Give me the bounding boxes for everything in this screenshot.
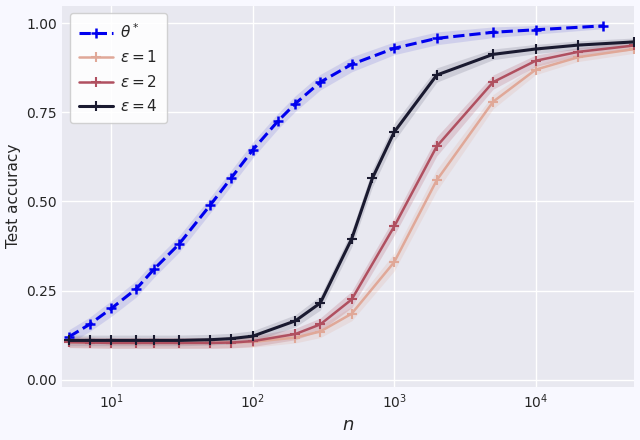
$\theta^*$ [86,322,93,327]
$\varepsilon = 4$ [316,301,324,306]
Line: $\theta^*$: $\theta^*$ [64,21,608,342]
$\varepsilon = 1$ [433,177,440,183]
$\varepsilon = 1$ [132,340,140,345]
$\theta^*$ [532,27,540,33]
$\varepsilon = 1$ [532,67,540,72]
$\theta^*$ [132,286,140,291]
Line: $\varepsilon = 1$: $\varepsilon = 1$ [64,44,639,348]
$\varepsilon = 4$ [630,39,638,44]
$\varepsilon = 2$ [132,340,140,345]
$\varepsilon = 4$ [175,338,183,343]
$\theta^*$ [274,119,282,124]
$\varepsilon = 4$ [390,129,398,135]
$\theta^*$ [150,267,158,272]
$\varepsilon = 4$ [108,338,115,343]
$\varepsilon = 2$ [574,49,582,55]
$\varepsilon = 2$ [390,224,398,229]
$\theta^*$ [249,147,257,153]
$\theta^*$ [599,23,607,29]
$\varepsilon = 1$ [65,340,73,345]
$\varepsilon = 2$ [86,340,93,345]
$\varepsilon = 2$ [65,340,73,345]
$\theta^*$ [65,334,73,340]
$\varepsilon = 1$ [150,340,158,345]
$\varepsilon = 2$ [348,297,355,302]
$\varepsilon = 4$ [532,46,540,51]
$\varepsilon = 4$ [65,338,73,343]
$\theta^*$ [207,202,214,208]
Legend: $\theta^*$, $\varepsilon = 1$, $\varepsilon = 2$, $\varepsilon = 4$: $\theta^*$, $\varepsilon = 1$, $\varepsi… [70,13,168,124]
$\varepsilon = 2$ [630,43,638,48]
$\varepsilon = 4$ [207,337,214,342]
$\varepsilon = 1$ [489,99,497,104]
$\varepsilon = 4$ [348,236,355,242]
$\varepsilon = 4$ [86,338,93,343]
$\varepsilon = 1$ [316,329,324,334]
$\varepsilon = 1$ [175,340,183,345]
$\varepsilon = 4$ [369,176,376,181]
$\theta^*$ [108,306,115,311]
$\varepsilon = 2$ [292,331,300,337]
$\varepsilon = 1$ [292,335,300,340]
Y-axis label: Test accuracy: Test accuracy [6,144,20,248]
$\varepsilon = 4$ [574,42,582,48]
$\varepsilon = 4$ [227,336,235,341]
$\varepsilon = 1$ [207,340,214,345]
$\varepsilon = 2$ [108,340,115,345]
$\varepsilon = 1$ [574,55,582,60]
$\theta^*$ [292,101,300,106]
$\varepsilon = 4$ [249,334,257,339]
$\theta^*$ [390,46,398,51]
$\varepsilon = 2$ [489,80,497,85]
Line: $\varepsilon = 2$: $\varepsilon = 2$ [64,40,639,348]
$\varepsilon = 1$ [86,340,93,345]
$\varepsilon = 4$ [132,338,140,343]
$\theta^*$ [227,176,235,181]
Line: $\varepsilon = 4$: $\varepsilon = 4$ [64,37,639,345]
$\theta^*$ [433,36,440,41]
$\theta^*$ [316,80,324,85]
$\varepsilon = 2$ [316,322,324,327]
$\varepsilon = 1$ [348,311,355,316]
X-axis label: n: n [343,416,354,434]
$\varepsilon = 4$ [489,52,497,57]
$\varepsilon = 2$ [207,340,214,345]
$\varepsilon = 2$ [175,340,183,345]
$\varepsilon = 1$ [390,260,398,265]
$\varepsilon = 1$ [249,339,257,345]
$\varepsilon = 4$ [150,338,158,343]
$\varepsilon = 2$ [249,338,257,344]
$\theta^*$ [348,62,355,67]
$\varepsilon = 1$ [108,340,115,345]
$\varepsilon = 2$ [227,340,235,345]
$\varepsilon = 2$ [532,58,540,63]
$\theta^*$ [175,242,183,247]
$\varepsilon = 2$ [150,340,158,345]
$\varepsilon = 1$ [227,340,235,345]
$\theta^*$ [489,29,497,35]
$\varepsilon = 4$ [292,318,300,323]
$\varepsilon = 2$ [433,143,440,149]
$\varepsilon = 4$ [433,73,440,78]
$\varepsilon = 1$ [630,46,638,51]
